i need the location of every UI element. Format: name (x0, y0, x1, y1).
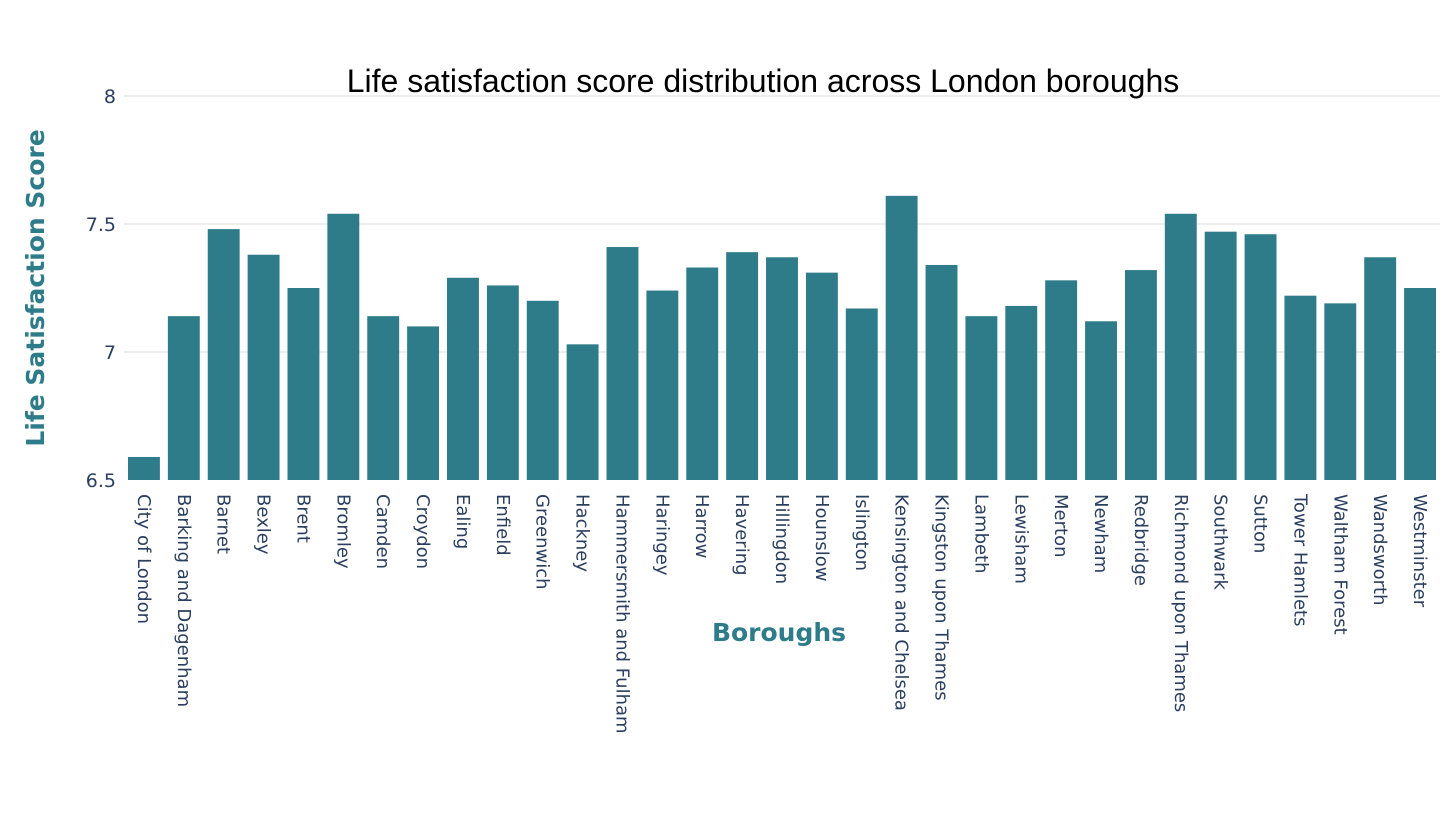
y-axis-title: Life Satisfaction Score (21, 129, 50, 446)
x-tick-label: Camden (372, 494, 393, 569)
x-tick-label: Hounslow (811, 494, 832, 581)
x-axis-ticks: City of London Barking and Dagenham Barnet… (133, 493, 1430, 734)
x-tick-label: Westminster (1409, 494, 1430, 608)
bar-southwark (1204, 231, 1237, 480)
bar-hammersmith-and-fulham (606, 247, 639, 480)
bar-islington (845, 308, 878, 480)
x-tick-label: City of London (133, 494, 154, 624)
x-tick-label: Lambeth (970, 494, 991, 574)
x-tick-label: Tower Hamlets (1289, 493, 1310, 626)
bar-harrow (686, 267, 719, 480)
bar-haringey (646, 290, 679, 480)
x-tick-label: Hammersmith and Fulham (611, 494, 632, 734)
x-tick-label: Kingston upon Thames (931, 494, 952, 701)
bar-barnet (207, 229, 240, 480)
y-tick-label: 6.5 (86, 470, 116, 492)
x-tick-label: Brent (292, 494, 313, 543)
bar-enfield (486, 285, 519, 480)
x-tick-label: Southwark (1210, 494, 1231, 590)
bar-redbridge (1124, 270, 1157, 480)
x-axis-title: Boroughs (712, 618, 846, 647)
bar-brent (287, 288, 320, 480)
x-tick-label: Barnet (213, 494, 234, 554)
bar-merton (1045, 280, 1078, 480)
bar-havering (726, 252, 759, 480)
x-tick-label: Greenwich (532, 494, 553, 590)
bar-kensington-and-chelsea (885, 195, 918, 480)
bar-bromley (327, 213, 360, 480)
bar-barking-and-dagenham (167, 316, 200, 480)
x-tick-label: Havering (731, 494, 752, 576)
bar-camden (367, 316, 400, 480)
x-tick-label: Richmond upon Thames (1170, 494, 1191, 712)
bar-croydon (407, 326, 440, 480)
bar-ealing (447, 277, 479, 480)
x-tick-label: Hackney (572, 494, 593, 572)
x-tick-label: Kensington and Chelsea (891, 494, 912, 711)
x-tick-label: Bromley (332, 494, 353, 569)
bars (127, 195, 1437, 480)
x-tick-label: Newham (1090, 494, 1111, 573)
bar-newham (1085, 321, 1117, 480)
bar-bexley (247, 254, 280, 480)
bar-lambeth (965, 316, 998, 480)
bar-hackney (566, 344, 599, 480)
x-tick-label: Croydon (412, 494, 433, 569)
x-tick-label: Merton (1050, 494, 1071, 557)
x-tick-label: Enfield (492, 494, 513, 556)
x-tick-label: Wandsworth (1369, 494, 1390, 606)
x-tick-label: Sutton (1250, 494, 1271, 553)
bar-city-of-london (127, 456, 160, 480)
bar-greenwich (526, 300, 559, 480)
bar-waltham-forest (1324, 303, 1357, 480)
bar-westminster (1404, 288, 1437, 480)
x-tick-label: Waltham Forest (1329, 494, 1350, 635)
bar-hounslow (805, 272, 838, 480)
x-tick-label: Bexley (253, 494, 274, 555)
bar-sutton (1244, 234, 1277, 480)
bar-wandsworth (1364, 257, 1397, 480)
y-tick-label: 8 (104, 86, 116, 108)
x-tick-label: Ealing (452, 494, 473, 549)
chart-title: Life satisfaction score distribution acr… (347, 63, 1179, 99)
bar-hillingdon (766, 257, 798, 480)
x-tick-label: Harrow (691, 494, 712, 558)
bar-kingston-upon-thames (925, 264, 958, 480)
bar-richmond-upon-thames (1164, 213, 1197, 480)
x-tick-label: Barking and Dagenham (173, 494, 194, 707)
x-tick-label: Lewisham (1010, 494, 1031, 584)
x-tick-label: Hillingdon (771, 494, 792, 584)
x-tick-label: Islington (851, 494, 872, 571)
y-tick-label: 7 (104, 342, 116, 364)
x-tick-label: Haringey (651, 494, 672, 576)
y-tick-label: 7.5 (86, 214, 116, 236)
x-tick-label: Redbridge (1130, 494, 1151, 586)
y-axis-ticks: 6.5 7 7.5 8 (86, 86, 116, 492)
bar-lewisham (1005, 305, 1038, 480)
bar-tower-hamlets (1284, 295, 1317, 480)
